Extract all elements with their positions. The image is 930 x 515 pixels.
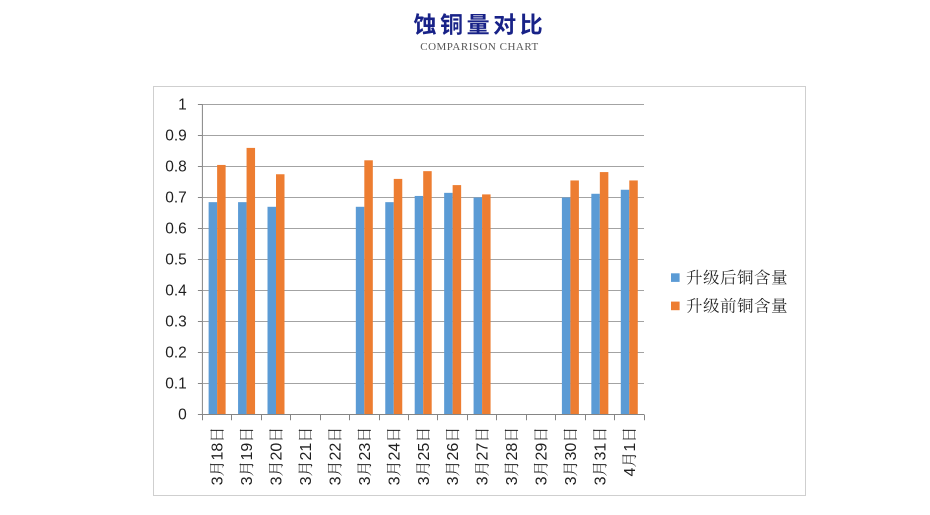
svg-text:25: 25 [416, 443, 433, 461]
svg-text:26: 26 [445, 443, 462, 461]
svg-text:30: 30 [563, 443, 580, 461]
svg-text:0.6: 0.6 [165, 220, 187, 237]
svg-text:28: 28 [504, 443, 521, 461]
svg-text:1: 1 [178, 96, 187, 113]
svg-text:0.1: 0.1 [165, 375, 187, 392]
svg-text:COMPARISON CHART: COMPARISON CHART [420, 41, 539, 53]
svg-text:3: 3 [445, 476, 462, 485]
svg-text:0: 0 [178, 406, 187, 423]
svg-text:0.4: 0.4 [165, 282, 187, 299]
svg-text:3: 3 [357, 476, 374, 485]
svg-text:3: 3 [592, 476, 609, 485]
svg-text:27: 27 [475, 443, 492, 461]
svg-text:21: 21 [298, 443, 315, 461]
svg-text:0.2: 0.2 [165, 344, 187, 361]
svg-text:20: 20 [269, 443, 286, 461]
svg-text:3: 3 [269, 476, 286, 485]
svg-text:0.8: 0.8 [165, 158, 187, 175]
svg-text:22: 22 [327, 443, 344, 461]
svg-text:1: 1 [622, 443, 639, 452]
svg-text:23: 23 [357, 443, 374, 461]
svg-text:0.3: 0.3 [165, 313, 187, 330]
svg-text:3: 3 [416, 476, 433, 485]
svg-text:18: 18 [210, 443, 227, 461]
svg-text:3: 3 [210, 476, 227, 485]
svg-text:3: 3 [386, 476, 403, 485]
svg-text:31: 31 [592, 443, 609, 461]
svg-text:3: 3 [534, 476, 551, 485]
svg-text:3: 3 [327, 476, 344, 485]
svg-text:19: 19 [239, 443, 256, 461]
svg-text:24: 24 [386, 443, 403, 461]
svg-text:0.7: 0.7 [165, 189, 187, 206]
svg-text:3: 3 [563, 476, 580, 485]
svg-text:3: 3 [298, 476, 315, 485]
svg-text:0.5: 0.5 [165, 251, 187, 268]
svg-text:4: 4 [622, 467, 639, 476]
svg-text:29: 29 [534, 443, 551, 461]
svg-text:3: 3 [239, 476, 256, 485]
svg-text:3: 3 [475, 476, 492, 485]
svg-text:0.9: 0.9 [165, 127, 187, 144]
svg-text:3: 3 [504, 476, 521, 485]
